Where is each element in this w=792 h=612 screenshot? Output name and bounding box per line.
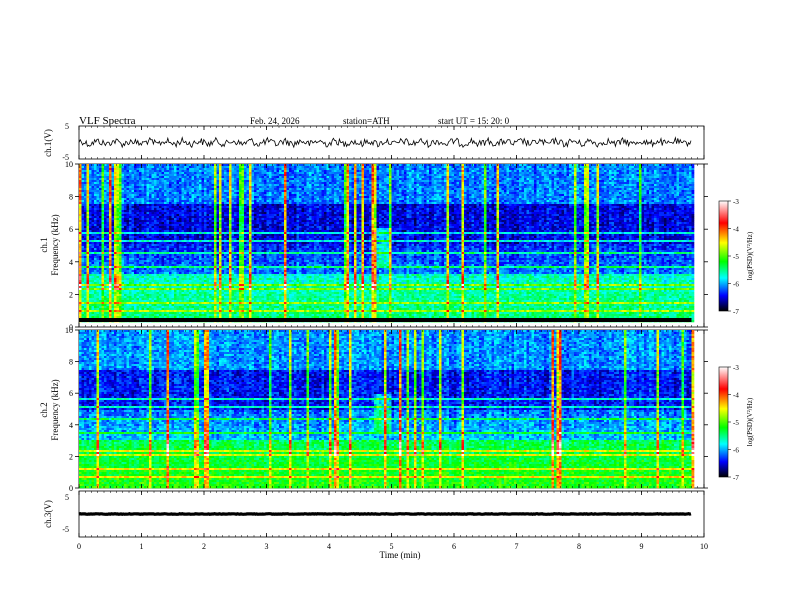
time-tick-10: 10	[700, 542, 708, 551]
ch2-spectrogram-ylabel-line2: Frequency (kHz)	[50, 379, 60, 440]
ch2-spectrogram-ytick-2: 2	[69, 452, 73, 461]
ch2-colorbar-tick--6: -6	[733, 447, 739, 455]
ch1-waveform-line	[78, 136, 692, 149]
ch2-colorbar-tick--3: -3	[733, 364, 739, 372]
ch1-colorbar-tick--5: -5	[733, 253, 739, 261]
ch2-spectrogram-ytick-4: 4	[69, 421, 73, 430]
ch3-waveform-panel: 5 -5 ch.3(V)	[43, 490, 705, 538]
time-tick-0: 0	[77, 542, 81, 551]
ch1-ytick-top: 5	[65, 122, 69, 131]
ch1-spectrogram-ylabel-line2: Frequency (kHz)	[50, 214, 60, 275]
time-tick-7: 7	[515, 542, 519, 551]
ch1-colorbar-bar	[718, 200, 729, 312]
ch2-spectrogram-image	[79, 330, 695, 489]
ch1-waveform-ylabel: ch.1(V)	[43, 129, 53, 157]
time-axis-label: Time (min)	[380, 550, 421, 560]
ch3-ytick-top: 5	[65, 493, 69, 502]
ch1-spectrogram-image	[79, 164, 695, 323]
time-axis: 0 1 2 3 4 5 6 7 8 9 10	[77, 126, 708, 551]
ch1-spectrogram-ylabel-line1: ch.1	[39, 237, 49, 252]
ch2-spectrogram-ytick-10: 10	[65, 326, 73, 335]
ch1-colorbar-tick--7: -7	[733, 308, 739, 316]
header-date: Feb. 24, 2026	[250, 116, 300, 126]
ch2-colorbar-tick--7: -7	[733, 474, 739, 482]
time-tick-4: 4	[327, 542, 331, 551]
ch2-colorbar: -3 -4 -5 -6 -7 log(PSD)(V²/Hz)	[718, 364, 754, 482]
ch3-waveform-line	[78, 511, 692, 517]
ch1-spectrogram-panel: 0 2 4 6 8 10 ch.1 Frequency (kHz)	[39, 160, 708, 332]
time-tick-1: 1	[140, 542, 144, 551]
time-tick-3: 3	[265, 542, 269, 551]
ch1-colorbar-label: log(PSD)(V²/Hz)	[746, 231, 754, 280]
ch3-waveform-ylabel: ch.3(V)	[43, 500, 53, 528]
ch2-colorbar-label: log(PSD)(V²/Hz)	[746, 397, 754, 446]
ch1-spectrogram-ytick-8: 8	[69, 193, 73, 202]
header-station: station=ATH	[343, 116, 390, 126]
ch1-spectrogram-ytick-0: 0	[69, 323, 73, 332]
ch1-colorbar: -3 -4 -5 -6 -7 log(PSD)(V²/Hz)	[718, 198, 754, 316]
ch1-colorbar-tick--3: -3	[733, 198, 739, 206]
ch1-ytick-bottom: -5	[62, 153, 69, 162]
figure-title: VLF Spectra	[79, 115, 136, 127]
ch1-colorbar-tick--6: -6	[733, 281, 739, 289]
time-tick-2: 2	[202, 542, 206, 551]
ch1-spectrogram-ytick-4: 4	[69, 258, 73, 267]
header-start-time: start UT = 15: 20: 0	[438, 116, 510, 126]
ch1-spectrogram-ytick-6: 6	[69, 225, 73, 234]
ch2-colorbar-tick--4: -4	[733, 392, 739, 400]
ch1-colorbar-tick--4: -4	[733, 226, 739, 234]
ch2-spectrogram-ytick-8: 8	[69, 358, 73, 367]
ch2-spectrogram-ytick-6: 6	[69, 389, 73, 398]
time-tick-9: 9	[640, 542, 644, 551]
time-tick-8: 8	[577, 542, 581, 551]
ch1-spectrogram-ytick-2: 2	[69, 290, 73, 299]
ch2-colorbar-tick--5: -5	[733, 419, 739, 427]
ch1-waveform-panel: 5 -5 ch.1(V)	[43, 122, 705, 162]
time-tick-5: 5	[390, 542, 394, 551]
ch3-ytick-bottom: -5	[62, 525, 69, 534]
time-tick-6: 6	[452, 542, 456, 551]
ch2-spectrogram-panel: 0 2 4 6 8 10 ch.2 Frequency (kHz)	[39, 326, 708, 493]
ch2-colorbar-bar	[718, 366, 729, 478]
ch1-spectrogram-ytick-10: 10	[65, 160, 73, 169]
ch2-spectrogram-ytick-0: 0	[69, 484, 73, 493]
ch2-spectrogram-ylabel-line1: ch.2	[39, 402, 49, 417]
